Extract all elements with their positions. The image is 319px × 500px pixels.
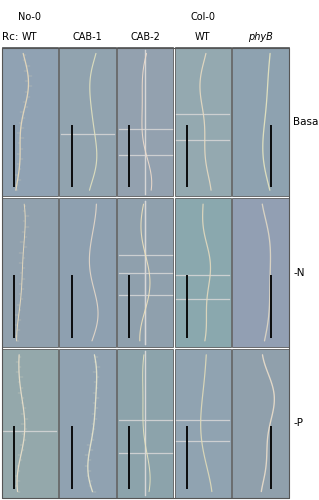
Text: WT: WT: [22, 32, 38, 42]
Bar: [232, 48, 289, 196]
Bar: [117, 198, 173, 347]
Text: CAB-2: CAB-2: [130, 32, 160, 42]
Text: -P: -P: [293, 418, 303, 428]
Text: phyB: phyB: [248, 32, 273, 42]
Bar: [117, 48, 173, 196]
Text: -N: -N: [293, 268, 305, 278]
Bar: [2, 349, 58, 498]
Bar: [232, 349, 289, 498]
Bar: [174, 198, 231, 347]
Bar: [59, 198, 116, 347]
Bar: [232, 198, 289, 347]
Bar: [174, 48, 231, 196]
Bar: [2, 48, 58, 196]
Text: No-0: No-0: [18, 12, 41, 22]
Text: Col-0: Col-0: [190, 12, 215, 22]
Bar: [117, 349, 173, 498]
Text: WT: WT: [195, 32, 211, 42]
Bar: [59, 48, 116, 196]
Text: Basal: Basal: [293, 117, 319, 127]
Text: Rc:: Rc:: [2, 32, 19, 42]
Bar: [2, 198, 58, 347]
Text: CAB-1: CAB-1: [73, 32, 102, 42]
Bar: [59, 349, 116, 498]
Bar: [174, 349, 231, 498]
